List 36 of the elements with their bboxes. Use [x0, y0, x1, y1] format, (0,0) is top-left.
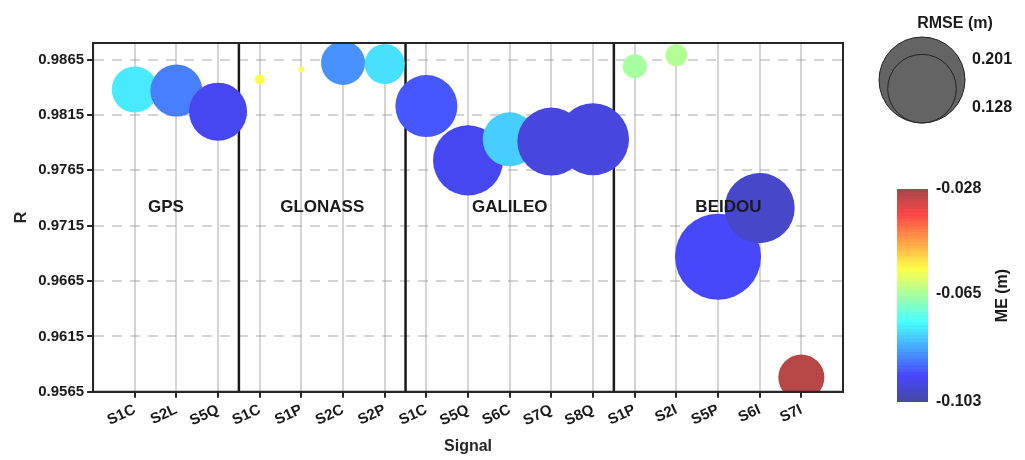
- x-tick-label: S6I: [735, 400, 763, 425]
- x-tick-label: S5P: [688, 400, 722, 428]
- legend-title: RMSE (m): [917, 14, 993, 32]
- color-bar-label: -0.028: [936, 179, 982, 197]
- x-tick-label: S2P: [354, 400, 388, 428]
- color-bar-label: -0.103: [936, 392, 982, 410]
- y-tick-label: 0.9865: [38, 49, 85, 67]
- x-tick-label: S7I: [776, 400, 805, 425]
- x-tick-label: S5Q: [186, 399, 222, 429]
- legend-label: 0.201: [972, 50, 1013, 68]
- annotation: GPS: [148, 196, 184, 216]
- y-axis-title: R: [12, 211, 30, 224]
- x-tick-label: S5Q: [436, 399, 472, 429]
- annotation: GLONASS: [280, 196, 365, 216]
- x-tick-label: S1C: [229, 399, 263, 428]
- color-bar-title: ME (m): [993, 268, 1011, 323]
- x-tick-label: S6C: [479, 399, 513, 428]
- x-tick-label: S1C: [395, 399, 430, 428]
- x-tick-label: S2C: [312, 399, 347, 428]
- legend-label: 0.128: [972, 98, 1013, 116]
- x-tick-label: S2L: [147, 400, 180, 428]
- x-tick-label: S8Q: [561, 399, 597, 429]
- y-tick-label: 0.9815: [38, 105, 85, 123]
- y-tick-label: 0.9665: [38, 271, 85, 289]
- x-tick-label: S1P: [604, 400, 638, 428]
- y-tick-label: 0.9615: [38, 326, 85, 344]
- x-axis-title: Signal: [444, 436, 493, 454]
- y-tick-label: 0.9715: [38, 215, 85, 233]
- y-tick-label: 0.9765: [38, 160, 85, 178]
- color-bar-label: -0.065: [936, 284, 982, 302]
- annotation: GALILEO: [471, 196, 548, 216]
- x-tick-label: S1P: [271, 400, 305, 428]
- y-tick-label: 0.9565: [38, 381, 85, 399]
- x-tick-label: S1C: [104, 399, 138, 428]
- x-tick-label: S2I: [651, 400, 680, 425]
- x-tick-label: S7Q: [519, 399, 555, 429]
